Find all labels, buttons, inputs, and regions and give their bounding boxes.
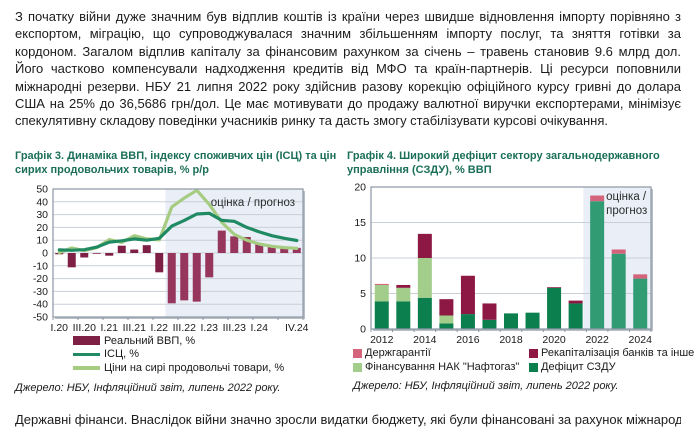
clipped-text-line: Державні фінанси. Внаслідок війни значно… (15, 412, 681, 427)
legend-label: Ціни на сирі продовольчі товари, % (104, 361, 285, 374)
svg-text:0: 0 (42, 248, 48, 260)
svg-text:2018: 2018 (499, 334, 523, 345)
svg-text:40: 40 (36, 196, 48, 208)
legend-color-swatch (529, 348, 538, 358)
legend-color-swatch (353, 362, 362, 372)
legend-label: Дефіцит СЗДУ (541, 361, 616, 373)
legend-item: ІСЦ, % (73, 348, 345, 362)
legend-label: Фінансування НАК "Нафтогаз" (365, 361, 520, 373)
legend-label: Реальний ВВП, % (104, 334, 196, 347)
svg-text:20: 20 (36, 222, 48, 234)
svg-text:І.20: І.20 (50, 322, 68, 333)
chart4-legend: Держгарантії Рекапіталізація банків та ін… (353, 347, 695, 373)
svg-text:-20: -20 (33, 273, 48, 285)
legend-label: Рекапіталізація банків та інше (541, 347, 695, 359)
svg-text:20: 20 (354, 182, 366, 194)
svg-text:-40: -40 (33, 299, 48, 311)
svg-text:2012: 2012 (370, 334, 394, 345)
chart4-canvas: 0 5 10 15 20 2012 2014 2016 2018 2020 2022 2024 оцін… (354, 182, 653, 345)
intro-paragraph: З початку війни дуже значним був відплив… (15, 9, 681, 129)
svg-text:оцінка /: оцінка / (606, 191, 647, 203)
legend-item: Держгарантії (353, 347, 529, 359)
svg-text:2016: 2016 (456, 334, 480, 345)
svg-text:прогноз: прогноз (606, 205, 647, 217)
charts-row: Графік 3. Динаміка ВВП, індексу споживчи… (0, 150, 695, 394)
legend-item: Ціни на сирі продовольчі товари, % (73, 361, 345, 375)
legend-item: Рекапіталізація банків та інше (529, 347, 695, 359)
chart3-source: Джерело: НБУ, Інфляційний звіт, липень 2… (15, 381, 281, 394)
svg-text:-10: -10 (33, 260, 48, 272)
chart3-legend: Реальний ВВП, % ІСЦ, % Ціни на сирі продов… (73, 334, 345, 375)
svg-text:І.21: І.21 (100, 322, 118, 333)
svg-text:2014: 2014 (413, 334, 437, 345)
legend-line-swatch (73, 366, 100, 370)
svg-text:0: 0 (360, 324, 366, 336)
svg-text:-50: -50 (33, 312, 48, 324)
svg-text:5: 5 (360, 288, 366, 300)
chart3-figure: Графік 3. Динаміка ВВП, індексу споживчи… (15, 150, 345, 394)
svg-text:ІІІ.20: ІІІ.20 (73, 322, 97, 333)
chart3-title: Графік 3. Динаміка ВВП, індексу споживчи… (15, 150, 337, 176)
svg-text:2020: 2020 (542, 334, 566, 345)
svg-text:оцінка / прогноз: оцінка / прогноз (211, 197, 295, 209)
legend-label: ІСЦ, % (104, 348, 140, 361)
svg-text:ІІІ.22: ІІІ.22 (173, 322, 197, 333)
svg-text:30: 30 (36, 209, 48, 221)
svg-text:2022: 2022 (585, 334, 609, 345)
legend-item: Фінансування НАК "Нафтогаз" (353, 361, 529, 373)
svg-text:50: 50 (36, 184, 48, 196)
legend-item: Реальний ВВП, % (73, 334, 345, 348)
svg-text:ІІІ.23: ІІІ.23 (223, 322, 247, 333)
legend-line-swatch (73, 352, 100, 356)
svg-text:І.22: І.22 (150, 322, 168, 333)
svg-text:ІІІ.21: ІІІ.21 (123, 322, 147, 333)
svg-text:10: 10 (36, 235, 48, 247)
chart4-title: Графік 4. Широкий дефіцит сектору загаль… (347, 150, 660, 176)
svg-text:-30: -30 (33, 286, 48, 298)
chart4-figure: Графік 4. Широкий дефіцит сектору загаль… (347, 150, 695, 394)
legend-color-swatch (353, 348, 362, 358)
svg-text:IV.24: IV.24 (285, 322, 309, 333)
svg-text:15: 15 (354, 217, 366, 229)
svg-text:І.23: І.23 (200, 322, 218, 333)
chart4-source: Джерело: НБУ, Інфляційний звіт, липень 2… (353, 380, 619, 392)
legend-color-swatch (529, 362, 538, 372)
legend-bar-swatch (73, 336, 100, 346)
svg-text:2024: 2024 (629, 334, 653, 345)
svg-text:10: 10 (354, 253, 366, 265)
legend-label: Держгарантії (365, 347, 431, 359)
svg-text:І.24: І.24 (250, 322, 268, 333)
legend-item: Дефіцит СЗДУ (529, 361, 695, 373)
